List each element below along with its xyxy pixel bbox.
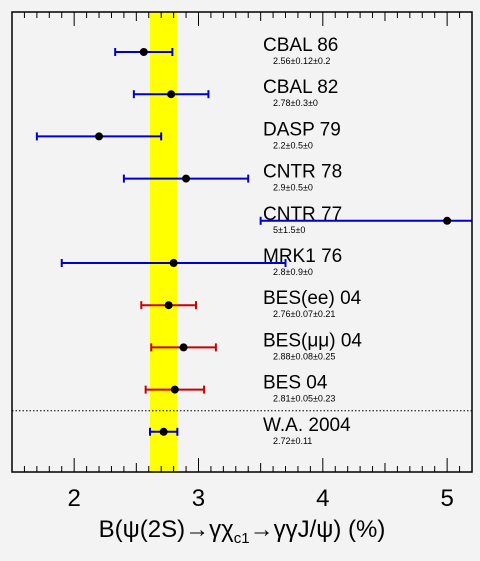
plot-frame [11, 11, 473, 473]
x-axis-label: B(ψ(2S)→γχc1→γγJ/ψ) (%) [99, 516, 386, 547]
measurement-label: W.A. 2004 [263, 415, 351, 436]
data-point [443, 216, 452, 225]
measurement-label: BES(ee) 04 [263, 288, 362, 309]
measurement-label: CNTR 77 [263, 204, 342, 225]
measurement-value: 2.76±0.07±0.21 [273, 309, 335, 319]
measurement-label: BES 04 [263, 373, 328, 394]
data-point [170, 385, 179, 394]
x-tick-label: 3 [192, 485, 205, 512]
data-point [164, 301, 173, 310]
data-point [169, 259, 178, 267]
measurement-label: MRK1 76 [263, 246, 342, 267]
measurement-label: CNTR 78 [263, 162, 342, 183]
measurement-value: 2.9±0.5±0 [273, 183, 313, 193]
x-tick-label: 4 [316, 485, 329, 512]
data-point [179, 343, 188, 352]
measurement-value: 2.2±0.5±0 [273, 140, 313, 150]
data-point [95, 132, 104, 141]
measurement-value: 2.88±0.08±0.25 [273, 351, 335, 361]
measurement-value: 2.8±0.9±0 [273, 267, 313, 277]
measurement-label: BES(μμ) 04 [263, 330, 362, 351]
measurement-value: 2.56±0.12±0.2 [273, 56, 330, 66]
measurement-label: CBAL 82 [263, 77, 338, 98]
data-point [139, 48, 148, 56]
measurement-label: DASP 79 [263, 119, 341, 140]
measurement-value: 2.81±0.05±0.23 [273, 394, 335, 404]
data-point [167, 90, 176, 99]
measurement-label: CBAL 86 [263, 35, 338, 56]
data-point [159, 427, 168, 436]
x-tick-label: 2 [67, 485, 80, 512]
x-axis-ticks: 2 3 4 5 [11, 12, 473, 512]
measurement-value: 5±1.5±0 [273, 225, 305, 235]
data-point [182, 174, 191, 183]
band-rect [150, 12, 178, 472]
measurement-value: 2.72±0.11 [273, 436, 312, 446]
measurement-value: 2.78±0.3±0 [273, 98, 318, 108]
x-tick-label: 5 [440, 485, 453, 512]
points-group: CBAL 862.56±0.12±0.2 CBAL 822.78±0.3±0 DAS… [35, 35, 472, 446]
